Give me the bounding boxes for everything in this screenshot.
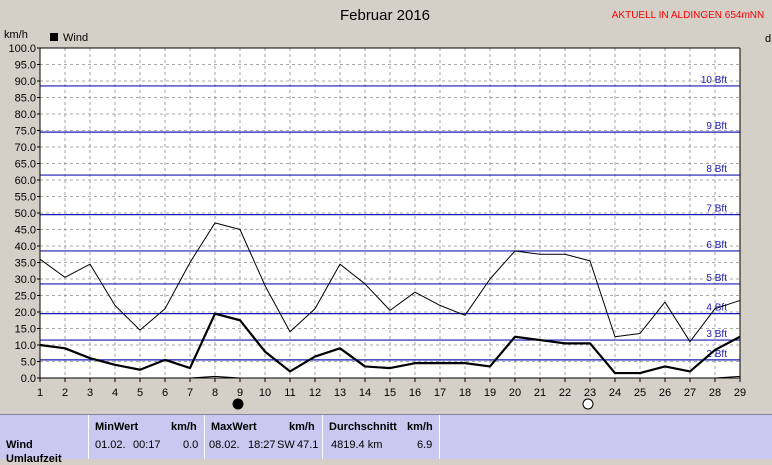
y-tick-label: 80.0 bbox=[15, 109, 36, 121]
avg-value: 6.9 bbox=[417, 439, 433, 451]
x-tick-label: 27 bbox=[684, 387, 696, 399]
max-unit: km/h bbox=[289, 421, 315, 433]
y-tick-label: 10.0 bbox=[15, 340, 36, 352]
beaufort-label: 3 Bft bbox=[706, 329, 727, 340]
max-value: 47.1 bbox=[297, 439, 319, 451]
x-tick-label: 20 bbox=[509, 387, 521, 399]
station-note: AKTUELL IN ALDINGEN 654mNN bbox=[612, 10, 764, 21]
x-tick-label: 2 bbox=[62, 387, 68, 399]
x-tick-label: 28 bbox=[709, 387, 721, 399]
y-tick-label: 90.0 bbox=[15, 76, 36, 88]
x-tick-label: 15 bbox=[384, 387, 396, 399]
x-tick-label: 18 bbox=[459, 387, 471, 399]
y-tick-label: 50.0 bbox=[15, 208, 36, 220]
x-tick-label: 13 bbox=[334, 387, 346, 399]
x-tick-label: 4 bbox=[112, 387, 118, 399]
legend-swatch-wind bbox=[50, 33, 58, 41]
stats-row-label-wind: Wind bbox=[6, 439, 33, 451]
full-moon-icon bbox=[582, 398, 594, 410]
statistics-panel: Wind Umlaufzeit MinWert km/h 01.02. 00:1… bbox=[0, 414, 772, 465]
avg-header: Durchschnitt bbox=[329, 421, 397, 433]
x-tick-label: 8 bbox=[212, 387, 218, 399]
y-tick-label: 85.0 bbox=[15, 93, 36, 105]
grid bbox=[40, 48, 740, 378]
y-tick-label: 100.0 bbox=[8, 43, 36, 55]
y-axis-unit: km/h bbox=[4, 29, 28, 41]
x-tick-label: 12 bbox=[309, 387, 321, 399]
max-direction: SW bbox=[277, 439, 295, 451]
avg-cell: Durchschnitt km/h 4819.4 km 6.9 bbox=[322, 415, 440, 459]
y-tick-label: 0.0 bbox=[21, 373, 36, 385]
beaufort-label: 5 Bft bbox=[706, 273, 727, 284]
min-cell: MinWert km/h 01.02. 00:17 0.0 bbox=[88, 415, 204, 459]
y-tick-label: 35.0 bbox=[15, 258, 36, 270]
x-tick-label: 5 bbox=[137, 387, 143, 399]
y-tick-label: 40.0 bbox=[15, 241, 36, 253]
x-tick-label: 21 bbox=[534, 387, 546, 399]
y-tick-label: 65.0 bbox=[15, 159, 36, 171]
min-time: 00:17 bbox=[133, 439, 161, 451]
avg-unit: km/h bbox=[407, 421, 433, 433]
y-tick-label: 15.0 bbox=[15, 324, 36, 336]
edge-text: d bbox=[765, 33, 771, 45]
x-tick-label: 11 bbox=[284, 387, 295, 399]
x-tick-label: 9 bbox=[237, 387, 243, 399]
series-line-max bbox=[39, 222, 741, 343]
max-date: 08.02. bbox=[209, 439, 240, 451]
x-tick-label: 24 bbox=[609, 387, 621, 399]
chart-title: Februar 2016 bbox=[340, 7, 430, 24]
x-tick-label: 23 bbox=[584, 387, 596, 399]
legend-label-wind: Wind bbox=[63, 32, 88, 44]
y-tick-label: 75.0 bbox=[15, 126, 36, 138]
beaufort-label: 6 Bft bbox=[706, 240, 727, 251]
max-header: MaxWert bbox=[211, 421, 257, 433]
max-time: 18:27 bbox=[248, 439, 276, 451]
y-tick-label: 5.0 bbox=[21, 357, 36, 369]
y-tick-label: 30.0 bbox=[15, 274, 36, 286]
new-moon-icon bbox=[232, 398, 244, 410]
max-cell: MaxWert km/h 08.02. 18:27 SW 47.1 bbox=[204, 415, 322, 459]
y-tick-label: 55.0 bbox=[15, 192, 36, 204]
y-tick-label: 25.0 bbox=[15, 291, 36, 303]
min-value: 0.0 bbox=[183, 439, 199, 451]
avg-distance: 4819.4 km bbox=[331, 439, 383, 451]
y-tick-label: 60.0 bbox=[15, 175, 36, 187]
beaufort-label: 2 Bft bbox=[706, 349, 727, 360]
beaufort-label: 10 Bft bbox=[701, 75, 727, 86]
beaufort-label: 9 Bft bbox=[706, 121, 727, 132]
x-tick-label: 22 bbox=[559, 387, 571, 399]
series-line-mean bbox=[39, 312, 741, 375]
x-tick-label: 1 bbox=[37, 387, 43, 399]
y-tick-label: 95.0 bbox=[15, 60, 36, 72]
x-tick-label: 19 bbox=[484, 387, 496, 399]
x-tick-label: 29 bbox=[734, 387, 746, 399]
min-header: MinWert bbox=[95, 421, 139, 433]
beaufort-label: 7 Bft bbox=[706, 204, 727, 215]
y-tick-label: 45.0 bbox=[15, 225, 36, 237]
min-unit: km/h bbox=[171, 421, 197, 433]
y-tick-label: 70.0 bbox=[15, 142, 36, 154]
stats-row-label-umlaufzeit: Umlaufzeit bbox=[6, 453, 62, 465]
x-tick-label: 26 bbox=[659, 387, 671, 399]
x-tick-label: 10 bbox=[259, 387, 271, 399]
axes: 0.0 5.0 10.0 15.0 20.0 25.0 30.0 35.0 40.0 45.0 50… bbox=[8, 43, 746, 410]
y-tick-label: 20.0 bbox=[15, 307, 36, 319]
x-tick-label: 6 bbox=[162, 387, 168, 399]
beaufort-label: 8 Bft bbox=[706, 164, 727, 175]
x-tick-label: 14 bbox=[359, 387, 371, 399]
x-tick-label: 17 bbox=[434, 387, 446, 399]
min-date: 01.02. bbox=[95, 439, 126, 451]
x-tick-label: 3 bbox=[87, 387, 93, 399]
x-tick-label: 25 bbox=[634, 387, 646, 399]
x-tick-label: 16 bbox=[409, 387, 421, 399]
x-tick-label: 7 bbox=[187, 387, 193, 399]
